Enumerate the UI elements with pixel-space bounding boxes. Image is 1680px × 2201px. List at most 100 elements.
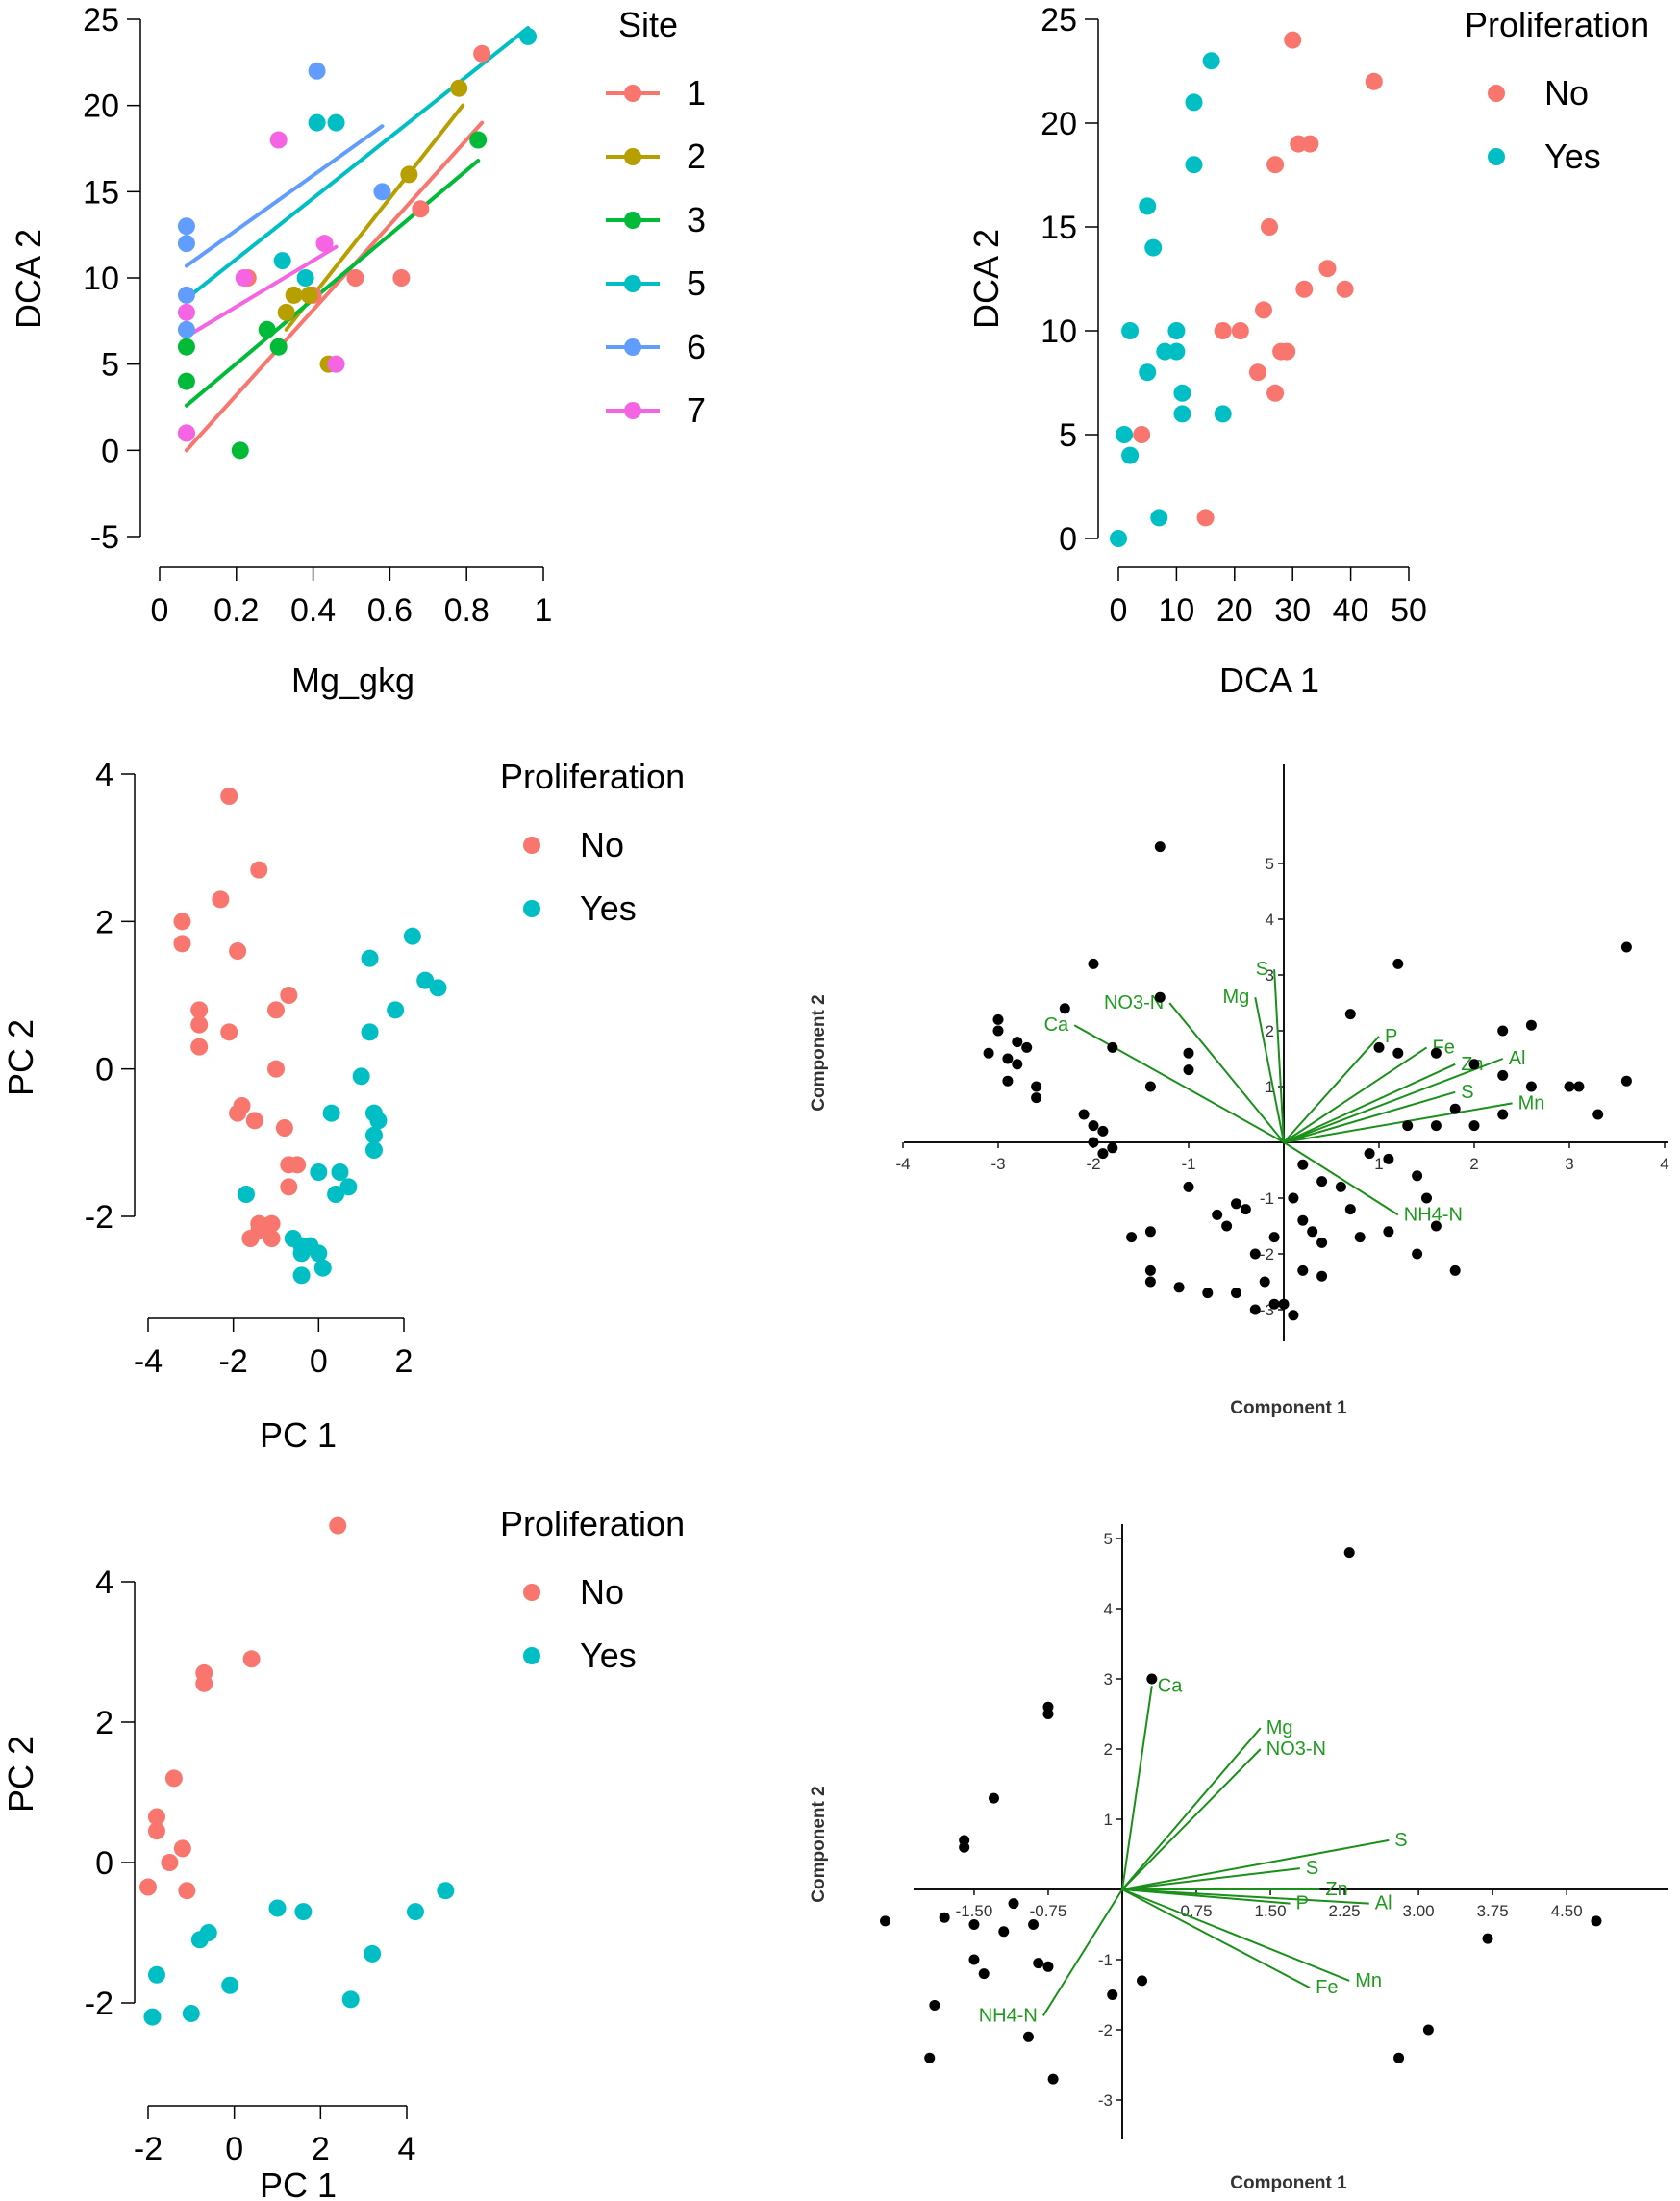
pca2-x-tick-label: -2: [134, 2131, 163, 2167]
pca2-legend-key-dot: [523, 1647, 540, 1664]
bi1-score-point: [1183, 1064, 1194, 1076]
site-x-tick-label: 0.6: [367, 592, 413, 629]
site-point-6: [373, 183, 391, 201]
pca1-point-No: [173, 935, 191, 953]
site-legend-key-dot: [624, 212, 641, 229]
pca2-point-No: [164, 1769, 183, 1788]
bi1-loading-vector: [1283, 1058, 1504, 1143]
bi1-score-point: [1240, 1204, 1251, 1215]
bi1-score-point: [1173, 1282, 1185, 1293]
dca-point-Yes: [1121, 446, 1140, 464]
biplot1-plot-area: -4-3-2-11234-3-2-112345CaNO3-NMgSPFeZnAl…: [895, 764, 1669, 1341]
dca-point-No: [1214, 322, 1232, 339]
pca1-point-Yes: [292, 1244, 311, 1263]
site-x-tick-label: 0.2: [213, 592, 259, 629]
bi1-loading-label: Mg: [1223, 987, 1250, 1008]
bi1-score-point: [1012, 1059, 1023, 1070]
pca2-point-No: [329, 1516, 347, 1535]
bi1-loading-label: S: [1256, 959, 1268, 980]
site-point-3: [469, 131, 488, 149]
bi2-y-tick-label: -3: [1098, 2091, 1113, 2110]
site-fit-line-series-6: [184, 124, 385, 268]
bi1-score-point: [1525, 1081, 1537, 1092]
pca1-point-Yes: [237, 1186, 255, 1203]
site-legend-key-dot: [624, 275, 641, 292]
dca-point-Yes: [1214, 405, 1232, 423]
bi2-x-tick-label: -0.75: [1030, 1902, 1067, 1920]
dca-point-Yes: [1185, 93, 1203, 112]
site-point-6: [177, 217, 195, 236]
pca1-x-tick-label: -2: [219, 1343, 248, 1380]
pca2-y-tick-label: 2: [95, 1705, 113, 1741]
pca1-point-Yes: [310, 1244, 328, 1263]
dca-x-tick-label: 10: [1158, 592, 1194, 629]
dca-x-tick-label: 30: [1274, 592, 1311, 629]
site-legend-label: 5: [687, 263, 706, 303]
bi1-score-point: [1335, 1181, 1346, 1192]
pca2-point-Yes: [147, 1965, 165, 1984]
pca1-legend-key-dot: [523, 900, 540, 917]
pca1-point-Yes: [387, 1001, 405, 1019]
bi1-x-tick-label: 4: [1660, 1155, 1668, 1173]
pca1-point-No: [280, 987, 298, 1004]
bi1-x-tick-label: 1: [1374, 1155, 1383, 1173]
pca1-legend-label: Yes: [580, 888, 637, 928]
pca2-legend-title: Proliferation: [500, 1504, 685, 1543]
bi2-score-point: [1033, 1958, 1044, 1969]
bi1-score-point: [1620, 1075, 1632, 1087]
bi1-score-point: [1344, 1204, 1356, 1215]
site-point-5: [273, 252, 291, 270]
bi1-score-point: [1373, 1041, 1385, 1053]
dca-point-No: [1266, 156, 1285, 174]
bi2-score-point: [1047, 2073, 1059, 2085]
pca1-x-tick-label: -4: [134, 1343, 163, 1380]
site-point-7: [235, 269, 253, 287]
bi2-x-tick-label: 3.00: [1403, 1902, 1435, 1920]
pca1-y-tick-label: -2: [85, 1199, 113, 1236]
bi1-y-tick-label: 4: [1266, 911, 1274, 929]
pca2-plot-area: -2 0 2 4 -2 0 2 4: [85, 1516, 455, 2167]
bi1-score-point: [1212, 1209, 1223, 1220]
bi2-score-point: [1482, 1933, 1493, 1944]
bi2-score-point: [1343, 1547, 1355, 1559]
bi1-y-tick-label: -2: [1260, 1245, 1274, 1263]
site-point-6: [177, 235, 195, 253]
pca1-point-Yes: [361, 1023, 379, 1041]
bi2-score-point: [1422, 2024, 1434, 2036]
bi1-score-point: [1383, 1153, 1394, 1164]
site-point-6: [177, 286, 195, 304]
bi1-score-point: [1316, 1176, 1328, 1188]
dca-point-Yes: [1167, 322, 1186, 339]
bi2-y-tick-label: 2: [1104, 1740, 1113, 1759]
bi2-score-point: [968, 1919, 980, 1930]
pca1-point-No: [267, 1060, 285, 1078]
dca-y-tick-label: 15: [1041, 210, 1077, 246]
bi2-x-tick-label: 2.25: [1329, 1902, 1361, 1920]
bi1-score-point: [1297, 1264, 1309, 1276]
pca1-x-tick-label: 0: [310, 1343, 328, 1380]
pca1-point-Yes: [352, 1067, 370, 1086]
bi2-loading-label: S: [1394, 1830, 1407, 1851]
pca2-y-axis-title: PC 2: [1, 1736, 40, 1813]
dca-point-No: [1248, 363, 1266, 382]
site-point-7: [269, 131, 288, 149]
bi1-loading-vector: [1254, 997, 1285, 1143]
bi1-score-point: [1221, 1220, 1233, 1232]
bi1-score-point: [1468, 1059, 1480, 1070]
bi1-score-point: [1183, 1047, 1194, 1059]
pca1-point-Yes: [416, 971, 435, 989]
bi2-loading-label: Fe: [1316, 1977, 1338, 1998]
site-legend-label: 6: [687, 327, 706, 366]
pca2-y-tick-label: 0: [95, 1845, 113, 1882]
bi2-score-point: [1042, 1961, 1054, 1972]
dca-plot-area: 0 10 20 30 40 50 0 5 10 15 20 25: [1041, 2, 1427, 629]
bi1-x-tick-label: -1: [1181, 1155, 1195, 1173]
bi1-score-point: [1088, 958, 1099, 969]
pca1-point-No: [229, 1104, 247, 1122]
site-point-3: [231, 441, 249, 460]
pca1-point-Yes: [313, 1259, 332, 1277]
site-fit-line-series-5: [184, 25, 531, 301]
bi1-score-point: [1497, 1025, 1509, 1037]
pca2-legend-label: No: [580, 1572, 624, 1612]
